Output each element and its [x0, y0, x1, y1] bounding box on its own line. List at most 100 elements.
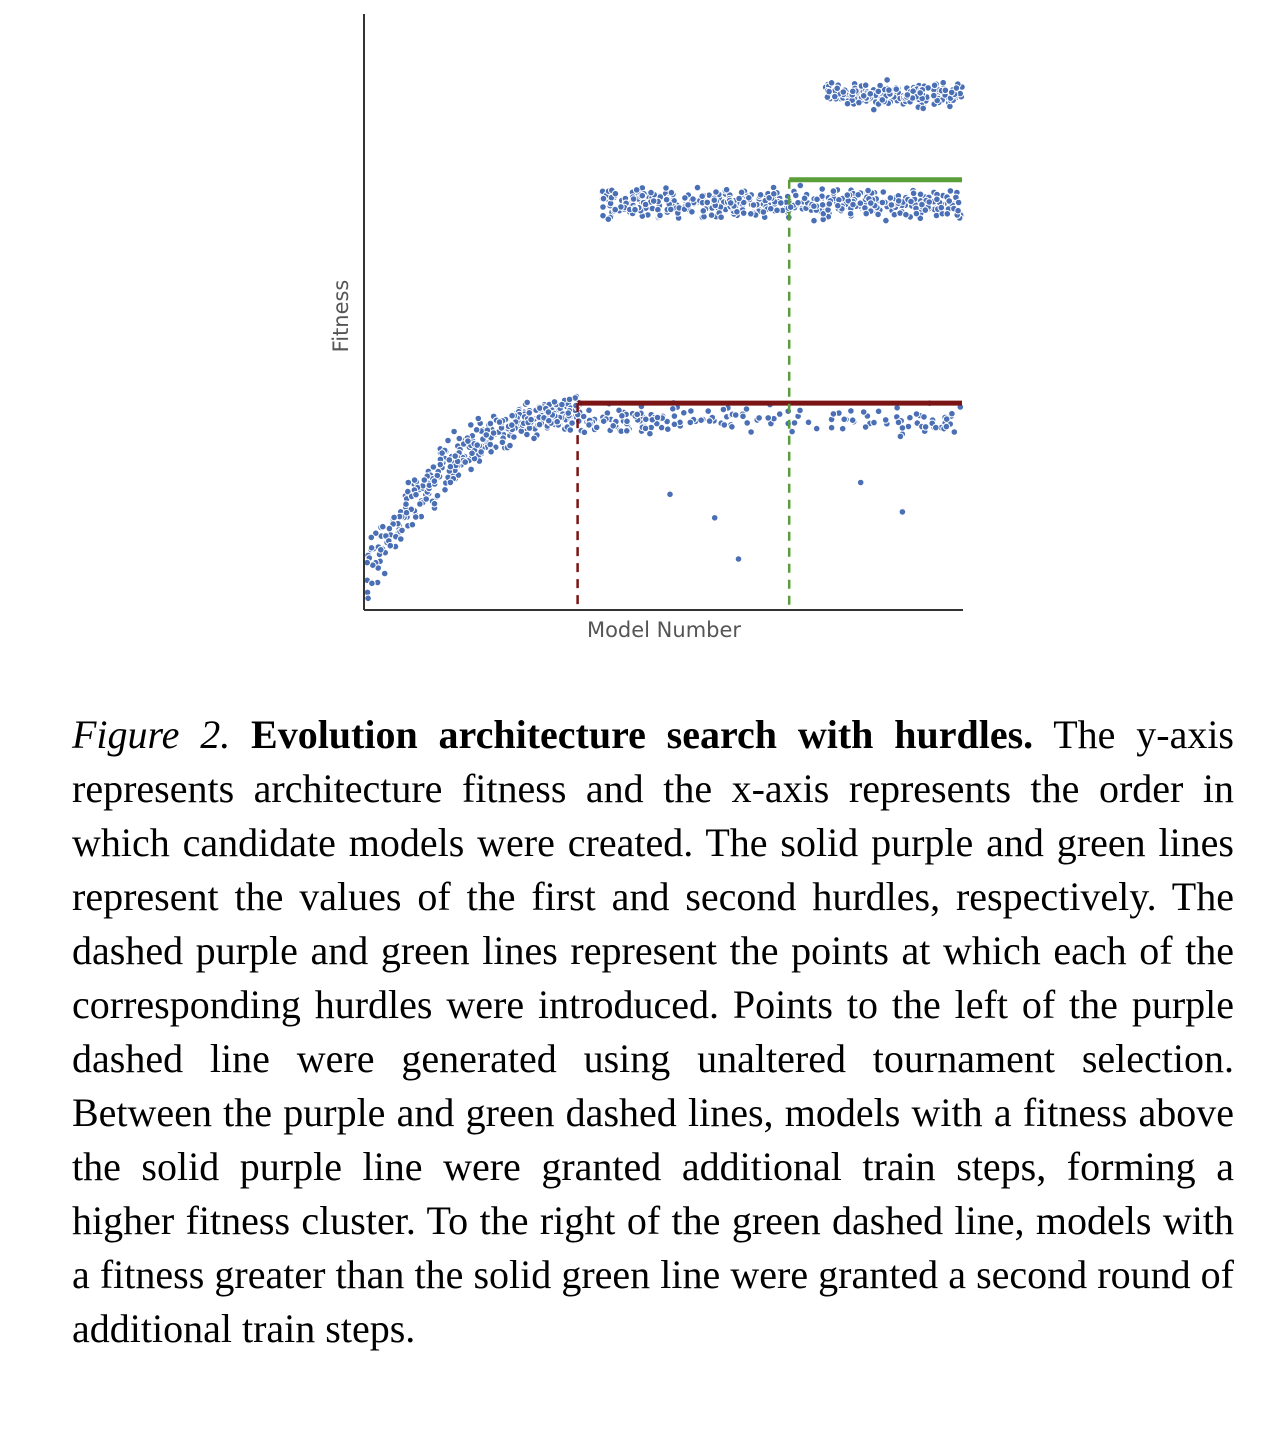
- data-point: [564, 409, 573, 417]
- data-point: [838, 424, 847, 433]
- data-point: [372, 529, 380, 538]
- data-point: [939, 78, 948, 87]
- x-axis-label: Model Number: [587, 618, 741, 642]
- data-point: [896, 432, 905, 441]
- data-point: [813, 195, 821, 204]
- data-point: [881, 416, 890, 424]
- data-point: [921, 423, 930, 431]
- data-point: [703, 198, 712, 207]
- data-point: [861, 81, 870, 89]
- data-point: [792, 191, 800, 200]
- data-point: [430, 477, 439, 485]
- data-point: [604, 215, 613, 223]
- data-point: [525, 409, 534, 417]
- figure-caption: Figure 2. Evolution architecture search …: [72, 708, 1234, 1356]
- data-point: [704, 407, 713, 415]
- data-point: [686, 418, 695, 427]
- data-point: [874, 210, 882, 219]
- data-point: [756, 191, 765, 199]
- data-point: [904, 422, 913, 431]
- data-point: [461, 458, 470, 466]
- data-point: [441, 486, 449, 494]
- data-point: [368, 579, 376, 588]
- data-point: [364, 594, 372, 603]
- data-point: [775, 410, 784, 418]
- data-point: [790, 419, 799, 427]
- data-point: [916, 89, 925, 97]
- data-point: [623, 417, 631, 426]
- data-point: [467, 465, 475, 474]
- data-point: [804, 418, 813, 427]
- data-point: [950, 428, 959, 436]
- data-point: [918, 200, 926, 209]
- figure: Model Number Fitness: [0, 0, 1274, 660]
- data-point: [887, 201, 896, 209]
- data-point: [722, 185, 731, 194]
- data-point: [367, 533, 376, 542]
- data-point: [947, 88, 956, 97]
- data-point: [508, 421, 516, 429]
- data-point: [717, 213, 725, 221]
- data-point: [580, 428, 589, 437]
- data-point: [545, 416, 553, 425]
- data-point: [885, 86, 893, 94]
- data-point: [429, 463, 438, 471]
- data-point: [796, 406, 804, 415]
- data-point: [825, 87, 833, 96]
- data-point: [638, 191, 647, 200]
- data-point: [712, 188, 720, 196]
- data-point: [941, 86, 950, 95]
- data-point: [719, 405, 728, 414]
- data-point: [720, 421, 729, 429]
- data-point: [764, 414, 773, 422]
- data-point: [666, 490, 674, 499]
- data-point: [737, 188, 746, 197]
- data-point: [954, 206, 962, 215]
- data-point: [866, 90, 875, 98]
- data-point: [367, 544, 376, 552]
- data-point: [894, 418, 903, 427]
- data-point: [770, 190, 778, 198]
- data-point: [870, 105, 878, 114]
- data-point: [468, 449, 476, 458]
- data-point: [653, 413, 662, 422]
- data-point: [952, 84, 961, 92]
- data-point: [903, 91, 912, 99]
- data-point: [848, 416, 857, 425]
- data-point: [943, 210, 952, 218]
- data-point: [647, 188, 655, 197]
- data-point: [739, 412, 747, 421]
- data-point: [579, 412, 588, 421]
- data-point: [902, 210, 910, 219]
- data-point: [733, 208, 741, 216]
- data-point: [930, 91, 938, 100]
- data-point: [623, 427, 631, 435]
- data-point: [433, 491, 442, 500]
- data-point: [385, 524, 394, 533]
- data-point: [945, 197, 954, 205]
- data-point: [907, 197, 915, 206]
- data-point: [553, 417, 562, 426]
- data-point: [446, 462, 455, 471]
- data-point: [687, 407, 695, 415]
- hurdles-layer: [576, 177, 962, 608]
- data-point: [834, 201, 842, 210]
- y-axis-label: Fitness: [329, 280, 353, 353]
- data-point: [818, 201, 827, 209]
- data-point: [739, 209, 748, 217]
- data-point: [599, 203, 607, 211]
- data-point: [445, 456, 454, 464]
- data-point: [530, 434, 538, 443]
- data-point: [831, 92, 839, 101]
- data-point: [878, 96, 887, 104]
- data-point: [398, 526, 406, 535]
- data-point: [743, 419, 752, 427]
- data-point: [558, 400, 566, 409]
- data-point: [849, 87, 857, 96]
- data-point: [759, 208, 768, 216]
- data-point: [735, 194, 743, 203]
- data-point: [854, 191, 863, 199]
- data-point: [699, 207, 708, 215]
- data-point: [585, 421, 593, 429]
- data-point: [377, 546, 385, 554]
